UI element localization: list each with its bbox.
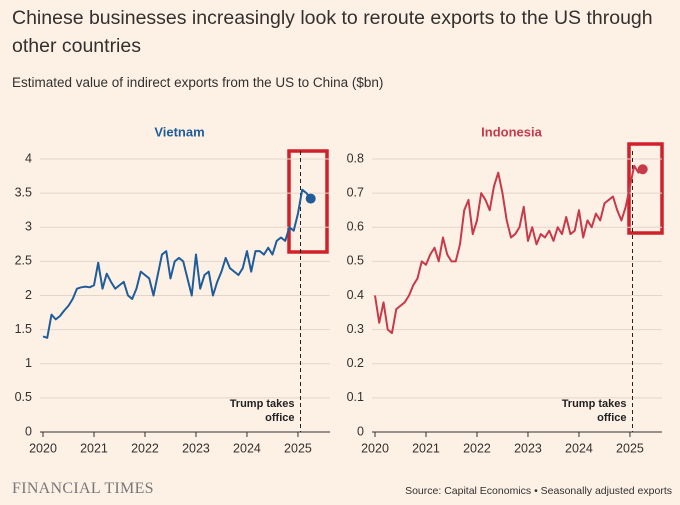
x-tick-label: 2024 (233, 441, 261, 455)
x-tick-label: 2025 (284, 441, 312, 455)
y-tick-label: 1.5 (15, 322, 32, 336)
y-tick-label: 3 (25, 220, 32, 234)
end-dot (637, 164, 648, 175)
x-tick-label: 2020 (29, 441, 57, 455)
y-tick-label: 0.5 (15, 390, 32, 404)
y-tick-label: 0.7 (347, 185, 364, 199)
brand: FINANCIAL TIMES (12, 480, 154, 497)
chart-title: Vietnam (154, 124, 204, 139)
y-tick-label: 0.6 (347, 220, 364, 234)
x-tick-label: 2020 (361, 441, 389, 455)
y-tick-label: 0.5 (347, 254, 364, 268)
x-tick-label: 2021 (412, 441, 440, 455)
y-tick-label: 0.1 (347, 390, 364, 404)
y-tick-label: 1 (25, 356, 32, 370)
y-tick-label: 3.5 (15, 185, 32, 199)
annotation: Trump takes office (229, 398, 295, 424)
data-line (42, 188, 312, 339)
end-dot (305, 193, 316, 204)
y-tick-label: 0 (25, 424, 32, 438)
x-tick-label: 2022 (131, 441, 159, 455)
y-tick-label: 0.3 (347, 322, 364, 336)
x-tick-label: 2023 (182, 441, 210, 455)
y-tick-label: 4 (25, 151, 32, 165)
data-line (374, 164, 644, 335)
highlight-box (287, 149, 329, 254)
source: Source: Capital Economics • Seasonally a… (405, 485, 672, 497)
y-tick-label: 2 (25, 288, 32, 302)
y-tick-label: 0.4 (347, 288, 364, 302)
x-tick-label: 2025 (616, 441, 644, 455)
chart-title: Indonesia (481, 124, 542, 139)
y-tick-label: 0 (357, 424, 364, 438)
y-tick-label: 0.8 (347, 151, 364, 165)
x-tick-label: 2022 (463, 441, 491, 455)
y-tick-label: 0.2 (347, 356, 364, 370)
x-tick-label: 2024 (565, 441, 593, 455)
page-subtitle: Estimated value of indirect exports from… (12, 75, 384, 90)
annotation: Trump takes office (561, 398, 627, 424)
highlight-box (627, 142, 664, 235)
x-tick-label: 2021 (80, 441, 108, 455)
y-tick-label: 2.5 (15, 254, 32, 268)
page-title: Chinese businesses increasingly look to … (12, 7, 653, 57)
x-tick-label: 2023 (514, 441, 542, 455)
